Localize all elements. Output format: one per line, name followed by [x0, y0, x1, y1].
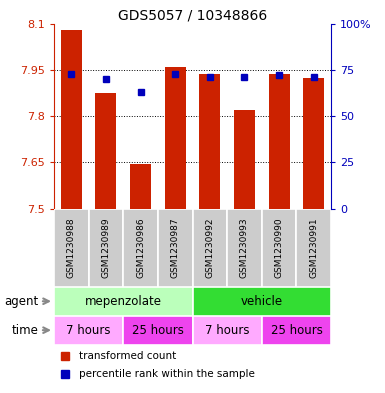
- Bar: [192, 287, 331, 316]
- Text: 7 hours: 7 hours: [205, 324, 249, 337]
- Text: 25 hours: 25 hours: [132, 324, 184, 337]
- Bar: [54, 316, 123, 345]
- Text: GSM1230987: GSM1230987: [171, 217, 180, 278]
- Text: GSM1230993: GSM1230993: [240, 217, 249, 278]
- Bar: [296, 209, 331, 287]
- Bar: [61, 30, 82, 209]
- Bar: [130, 164, 151, 209]
- Text: 7 hours: 7 hours: [66, 324, 111, 337]
- Text: 25 hours: 25 hours: [271, 324, 322, 337]
- Bar: [199, 75, 220, 209]
- Text: GSM1230991: GSM1230991: [309, 217, 318, 278]
- Bar: [262, 316, 331, 345]
- Text: GSM1230986: GSM1230986: [136, 217, 145, 278]
- Bar: [192, 209, 227, 287]
- Title: GDS5057 / 10348866: GDS5057 / 10348866: [118, 8, 267, 22]
- Bar: [54, 209, 89, 287]
- Text: transformed count: transformed count: [79, 351, 176, 361]
- Bar: [227, 209, 262, 287]
- Bar: [269, 75, 290, 209]
- Bar: [165, 67, 186, 209]
- Text: agent: agent: [4, 295, 38, 308]
- Bar: [192, 316, 262, 345]
- Text: percentile rank within the sample: percentile rank within the sample: [79, 369, 255, 379]
- Text: GSM1230990: GSM1230990: [275, 217, 284, 278]
- Bar: [95, 93, 116, 209]
- Bar: [123, 316, 192, 345]
- Text: GSM1230988: GSM1230988: [67, 217, 76, 278]
- Text: time: time: [12, 324, 38, 337]
- Bar: [303, 77, 324, 209]
- Bar: [262, 209, 296, 287]
- Bar: [89, 209, 123, 287]
- Text: GSM1230992: GSM1230992: [205, 217, 214, 278]
- Bar: [54, 287, 192, 316]
- Text: vehicle: vehicle: [241, 295, 283, 308]
- Bar: [123, 209, 158, 287]
- Text: GSM1230989: GSM1230989: [101, 217, 110, 278]
- Text: mepenzolate: mepenzolate: [85, 295, 162, 308]
- Bar: [234, 110, 255, 209]
- Bar: [158, 209, 192, 287]
